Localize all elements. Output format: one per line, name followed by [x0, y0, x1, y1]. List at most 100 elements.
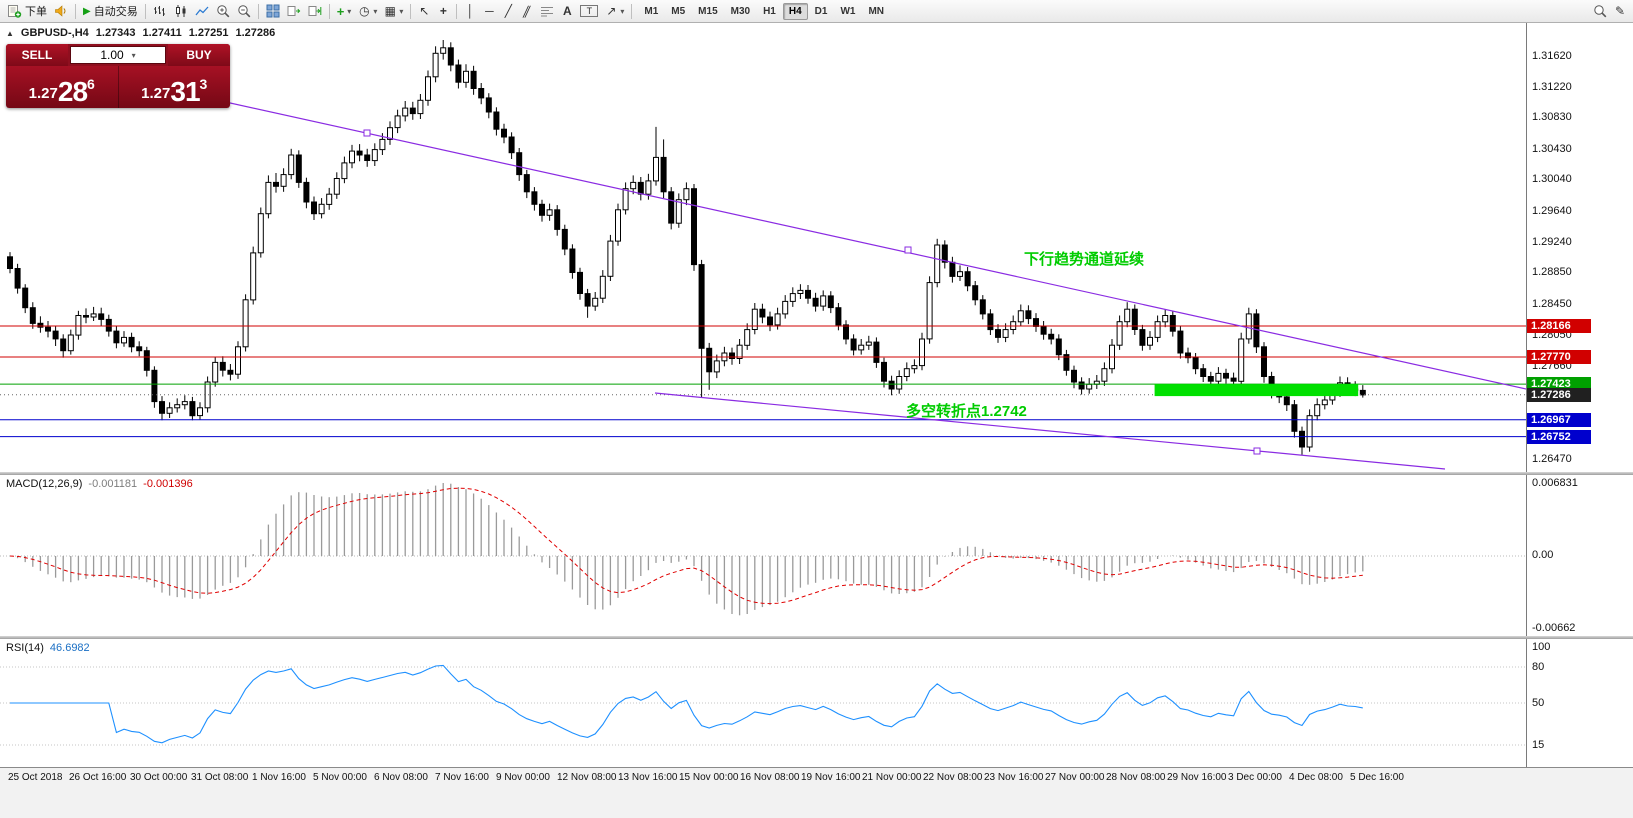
timeframe-button-m30[interactable]: M30	[730, 5, 751, 17]
buy-button[interactable]: BUY	[168, 44, 230, 66]
macd-scale-max: 0.006831	[1532, 477, 1578, 489]
tile-windows-button[interactable]	[263, 2, 283, 20]
candle-body	[782, 300, 789, 315]
volume-dropdown-icon: ▾	[131, 50, 136, 60]
macd-label-row: MACD(12,26,9) -0.001181 -0.001396	[6, 478, 193, 490]
timeframe-button-h1[interactable]: H1	[763, 5, 776, 17]
trendline-button[interactable]: ╱	[499, 2, 517, 20]
channel-button[interactable]: ∥	[518, 2, 536, 20]
bar-chart-button[interactable]	[150, 2, 170, 20]
timeframe-button-d1[interactable]: D1	[814, 5, 828, 17]
timeframe-button-h4[interactable]: H4	[782, 2, 808, 20]
buy-price-display[interactable]: 1.27 31 3	[117, 66, 231, 108]
candle-body	[212, 361, 219, 383]
autotrading-button[interactable]: ▶ 自动交易	[80, 2, 141, 20]
candle-body	[151, 369, 158, 403]
bar-chart-icon	[153, 6, 165, 16]
timeframe-button-m15[interactable]: M15	[698, 5, 718, 17]
candle-body	[850, 338, 857, 351]
candle-body	[820, 295, 827, 307]
trendline-handle[interactable]	[904, 246, 912, 254]
macd-scale[interactable]: 0.006831 0.00 -0.00662	[1526, 475, 1633, 636]
candle-body	[311, 201, 317, 215]
buy-price-pip: 3	[199, 76, 208, 92]
candle-body	[22, 287, 29, 309]
time-axis-label: 5 Dec 16:00	[1350, 772, 1404, 783]
macd-signal-line	[9, 487, 1363, 605]
candle-body	[1299, 430, 1305, 448]
line-chart-button[interactable]	[192, 2, 212, 20]
zoom-out-button[interactable]	[234, 2, 254, 20]
zoom-in-button[interactable]	[213, 2, 233, 20]
templates-button[interactable]: ▦ ▾	[381, 2, 406, 20]
indicators-button[interactable]: + ▾	[334, 2, 355, 20]
candle-body	[273, 181, 279, 187]
candlestick-chart-button[interactable]	[171, 2, 191, 20]
candle-body	[121, 336, 127, 344]
candle-body	[333, 178, 340, 195]
crosshair-button[interactable]: +	[434, 2, 452, 20]
rsi-panel[interactable]: RSI(14) 46.6982	[0, 639, 1526, 767]
candle-body	[759, 308, 766, 318]
candle-body	[37, 322, 44, 328]
macd-panel[interactable]: MACD(12,26,9) -0.001181 -0.001396	[0, 475, 1526, 636]
chart-annotation[interactable]: 下行趋势通道延续	[1024, 250, 1144, 268]
chart-annotation[interactable]: 多空转折点1.2742	[906, 402, 1027, 420]
text-tool-button[interactable]: A	[558, 2, 576, 20]
candle-body	[242, 299, 249, 348]
candle-body	[318, 203, 325, 215]
candle-body	[1048, 333, 1055, 340]
sell-price-display[interactable]: 1.27 28 6	[6, 66, 118, 108]
label-tool-button[interactable]: T	[577, 2, 601, 20]
time-axis-label: 15 Nov 00:00	[679, 772, 739, 783]
rsi-scale[interactable]: 100 80 50 15	[1526, 639, 1633, 767]
time-axis[interactable]: 25 Oct 2018 26 Oct 16:00 30 Oct 00:00 31 Oc…	[0, 767, 1633, 787]
auto-scroll-button[interactable]	[284, 2, 304, 20]
search-button[interactable]	[1590, 2, 1610, 20]
chart-shift-button[interactable]	[305, 2, 325, 20]
candle-body	[789, 293, 796, 302]
macd-canvas[interactable]	[0, 475, 1526, 636]
panel-separator[interactable]	[0, 472, 1633, 475]
trendline[interactable]	[654, 392, 1446, 470]
rsi-name: RSI(14)	[6, 642, 44, 654]
candle-body	[645, 180, 652, 195]
rsi-canvas[interactable]	[0, 639, 1526, 767]
horizontal-line-button[interactable]: ─	[480, 2, 498, 20]
trendline-handle[interactable]	[1253, 447, 1261, 455]
panel-separator[interactable]	[0, 636, 1633, 639]
candle-body	[1200, 368, 1207, 378]
timeframe-button-m5[interactable]: M5	[671, 5, 686, 17]
candle-body	[888, 380, 895, 390]
timeframe-button-m1[interactable]: M1	[644, 5, 659, 17]
sell-button[interactable]: SELL	[6, 44, 68, 66]
candle-body	[926, 282, 933, 340]
candle-body	[501, 128, 507, 138]
candle-body	[622, 188, 629, 211]
price-tag: 1.27423	[1527, 377, 1591, 391]
volume-input[interactable]: 1.00 ▾	[70, 46, 166, 64]
candlestick-chart-icon	[175, 5, 186, 17]
candle-body	[265, 181, 272, 215]
candle-body	[706, 347, 713, 373]
edit-button[interactable]: ✎	[1611, 2, 1629, 20]
timeframe-button-w1[interactable]: W1	[840, 5, 856, 17]
arrows-button[interactable]: ↗ ▾	[602, 2, 627, 20]
periods-button[interactable]: ◷ ▾	[355, 2, 380, 20]
cursor-button[interactable]: ↖	[415, 2, 433, 20]
support-zone-rect[interactable]	[1154, 384, 1359, 397]
one-click-collapse-icon[interactable]: ▲	[6, 28, 14, 38]
candle-body	[455, 64, 462, 83]
price-scale[interactable]: 1.31620 1.31220 1.30830 1.30430 1.30040 1.296…	[1526, 22, 1633, 472]
price-chart-panel[interactable]: 下行趋势通道延续 多空转折点1.2742 ▲ GBPUSD-,H4 1.27343…	[0, 22, 1526, 472]
timeframe-button-mn[interactable]: MN	[868, 5, 885, 17]
trendline[interactable]	[184, 92, 1526, 390]
buy-price-big: 31	[170, 76, 200, 108]
vertical-line-button[interactable]: │	[461, 2, 479, 20]
new-order-button[interactable]: 下单	[4, 2, 50, 20]
news-button[interactable]	[51, 2, 71, 20]
trendline-handle[interactable]	[363, 129, 371, 137]
candle-body	[751, 308, 758, 331]
fibonacci-button[interactable]	[537, 2, 557, 20]
